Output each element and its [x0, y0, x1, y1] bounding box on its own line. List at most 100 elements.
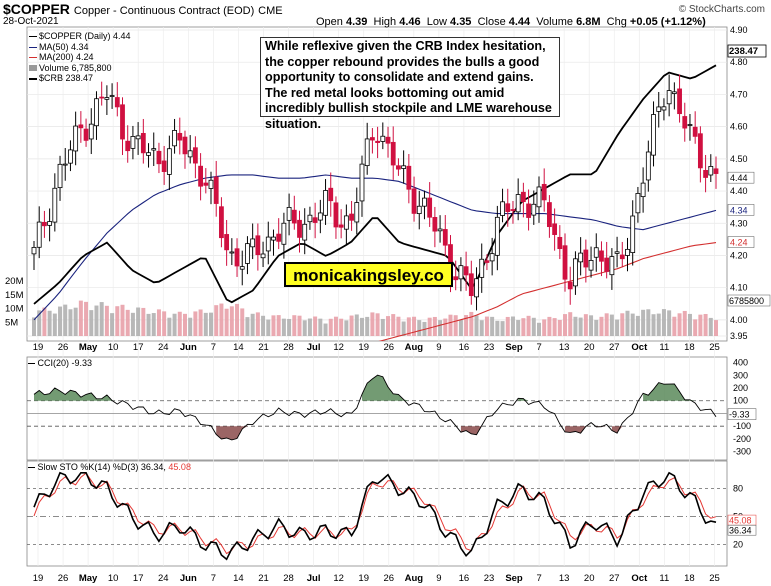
- x-tick-label: 21: [258, 573, 269, 584]
- candle-body: [68, 149, 73, 164]
- cci-tick-label: -300: [733, 447, 751, 457]
- volume-bar: [229, 306, 234, 336]
- volume-bar: [110, 313, 115, 336]
- x-tick-label: 26: [58, 573, 69, 584]
- candle-body: [520, 191, 526, 203]
- stoch-d-tag: 45.08: [729, 516, 752, 526]
- volume-bar: [354, 314, 359, 336]
- candle-body: [130, 136, 136, 149]
- candle-body: [36, 221, 42, 248]
- volume-bar: [542, 319, 547, 336]
- candle-body: [463, 266, 469, 276]
- volume-bar: [120, 304, 125, 336]
- volume-bar: [406, 317, 411, 336]
- candle-body: [99, 96, 105, 99]
- x-tick-label: 11: [659, 573, 669, 584]
- volume-bar: [708, 317, 713, 336]
- volume-bar: [583, 314, 588, 336]
- candle-body: [547, 202, 552, 228]
- volume-bar: [146, 313, 151, 336]
- chart-title: $COPPER Copper - Continuous Contract (EOD…: [3, 1, 283, 17]
- candle-body: [109, 95, 115, 97]
- volume-bar: [172, 313, 177, 336]
- candle-body: [229, 251, 235, 254]
- ma50-tag-bg: [727, 204, 755, 216]
- candle-body: [302, 223, 308, 241]
- volume-bar: [380, 318, 385, 336]
- volume-bar: [141, 307, 146, 336]
- x-tick-label: 17: [133, 573, 144, 584]
- x-tick-label: Aug: [405, 342, 424, 353]
- cci-tick-label: 300: [733, 370, 748, 380]
- volume-bar: [84, 301, 89, 336]
- candle-body: [635, 193, 641, 214]
- volume-bar: [589, 315, 594, 336]
- candle-body: [328, 187, 334, 202]
- x-tick-label: 24: [158, 342, 169, 353]
- price-tick-label: 4.00: [730, 315, 748, 325]
- x-tick-label: Sep: [505, 573, 523, 584]
- volume-bar: [224, 308, 229, 336]
- candle-body: [203, 182, 209, 186]
- x-tick-label: 19: [358, 573, 369, 584]
- candle-body: [166, 148, 172, 175]
- volume-bar: [313, 316, 318, 336]
- volume-bar: [417, 320, 422, 336]
- candle-body: [474, 278, 479, 298]
- x-tick-label: Sep: [505, 342, 523, 353]
- candle-body: [557, 236, 563, 250]
- x-tick-label: 9: [436, 342, 441, 353]
- volume-bar: [386, 316, 391, 336]
- price-tick-label: 3.95: [730, 331, 748, 341]
- volume-bar: [667, 310, 672, 336]
- close-value: 4.44: [508, 16, 531, 28]
- stoch-tick-label: 20: [733, 539, 743, 549]
- volume-bar: [349, 315, 354, 336]
- candle-body: [536, 186, 542, 208]
- x-tick-label: 16: [459, 573, 470, 584]
- volume-bar: [516, 320, 521, 336]
- candle-body: [406, 165, 412, 190]
- candle-body: [323, 190, 328, 216]
- x-tick-label: Aug: [405, 573, 424, 584]
- legend-item: Volume 6,785,800: [29, 63, 131, 74]
- candle-body: [120, 104, 125, 140]
- candle-body: [531, 203, 537, 216]
- ma50-line: [33, 174, 717, 321]
- x-tick-label: 12: [333, 342, 344, 353]
- candle-body: [484, 260, 490, 263]
- candle-body: [187, 150, 193, 158]
- candle-body: [505, 203, 511, 212]
- candle-body: [57, 163, 63, 189]
- candle-body: [703, 170, 708, 178]
- candle-body: [208, 179, 214, 189]
- volume-bar: [287, 318, 292, 336]
- candle-body: [255, 235, 261, 256]
- candle-body: [281, 222, 287, 245]
- volume-bar: [620, 313, 625, 336]
- candle-body: [182, 136, 188, 155]
- price-tick-label: 4.20: [730, 250, 748, 260]
- volume-bar: [703, 313, 708, 336]
- x-tick-label: 9: [436, 573, 441, 584]
- crb-tag: 238.47: [729, 46, 758, 57]
- volume-bar: [130, 312, 135, 336]
- candle-body: [604, 257, 610, 272]
- candle-body: [573, 258, 578, 287]
- candle-body: [656, 106, 662, 112]
- close-label: Close: [477, 16, 506, 28]
- date-label: 28-Oct-2021: [3, 16, 59, 27]
- cci-label: CCI(20) -9.33: [28, 358, 92, 368]
- candle-body: [265, 236, 271, 252]
- high-label: High: [373, 16, 397, 28]
- x-tick-label: 28: [283, 573, 294, 584]
- x-tick-label: 10: [108, 342, 119, 353]
- candle-body: [73, 125, 79, 152]
- volume-bar: [32, 317, 36, 336]
- candle-body: [671, 91, 677, 94]
- low-value: 4.35: [450, 16, 472, 28]
- x-tick-label: 27: [609, 342, 620, 353]
- volume-tick-label: 10M: [5, 304, 24, 315]
- volume-value: 6.8M: [576, 16, 601, 28]
- x-tick-label: 26: [58, 342, 69, 353]
